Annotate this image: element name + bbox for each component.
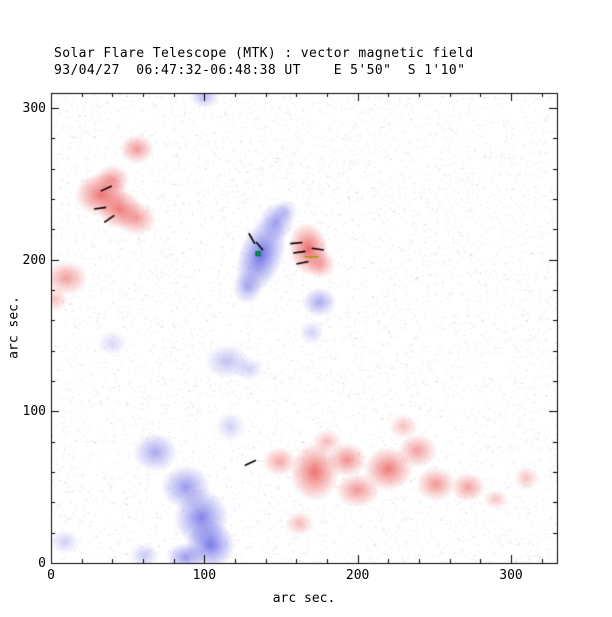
- x-tick-label: 300: [499, 568, 523, 583]
- chart-title: Solar Flare Telescope (MTK) : vector mag…: [54, 46, 474, 61]
- x-axis-label: arc sec.: [272, 591, 336, 606]
- y-tick-label: 300: [22, 101, 46, 117]
- y-tick-label: 200: [22, 252, 46, 268]
- x-tick-label: 100: [192, 568, 217, 583]
- y-tick-label: 0: [38, 556, 46, 571]
- x-tick-label: 0: [47, 568, 55, 583]
- chart-subtitle: 93/04/27 06:47:32-06:48:38 UT E 5'50" S …: [54, 63, 466, 78]
- y-axis-label: arc sec.: [6, 296, 22, 359]
- y-tick-label: 100: [22, 404, 46, 420]
- x-tick-label: 200: [345, 568, 370, 583]
